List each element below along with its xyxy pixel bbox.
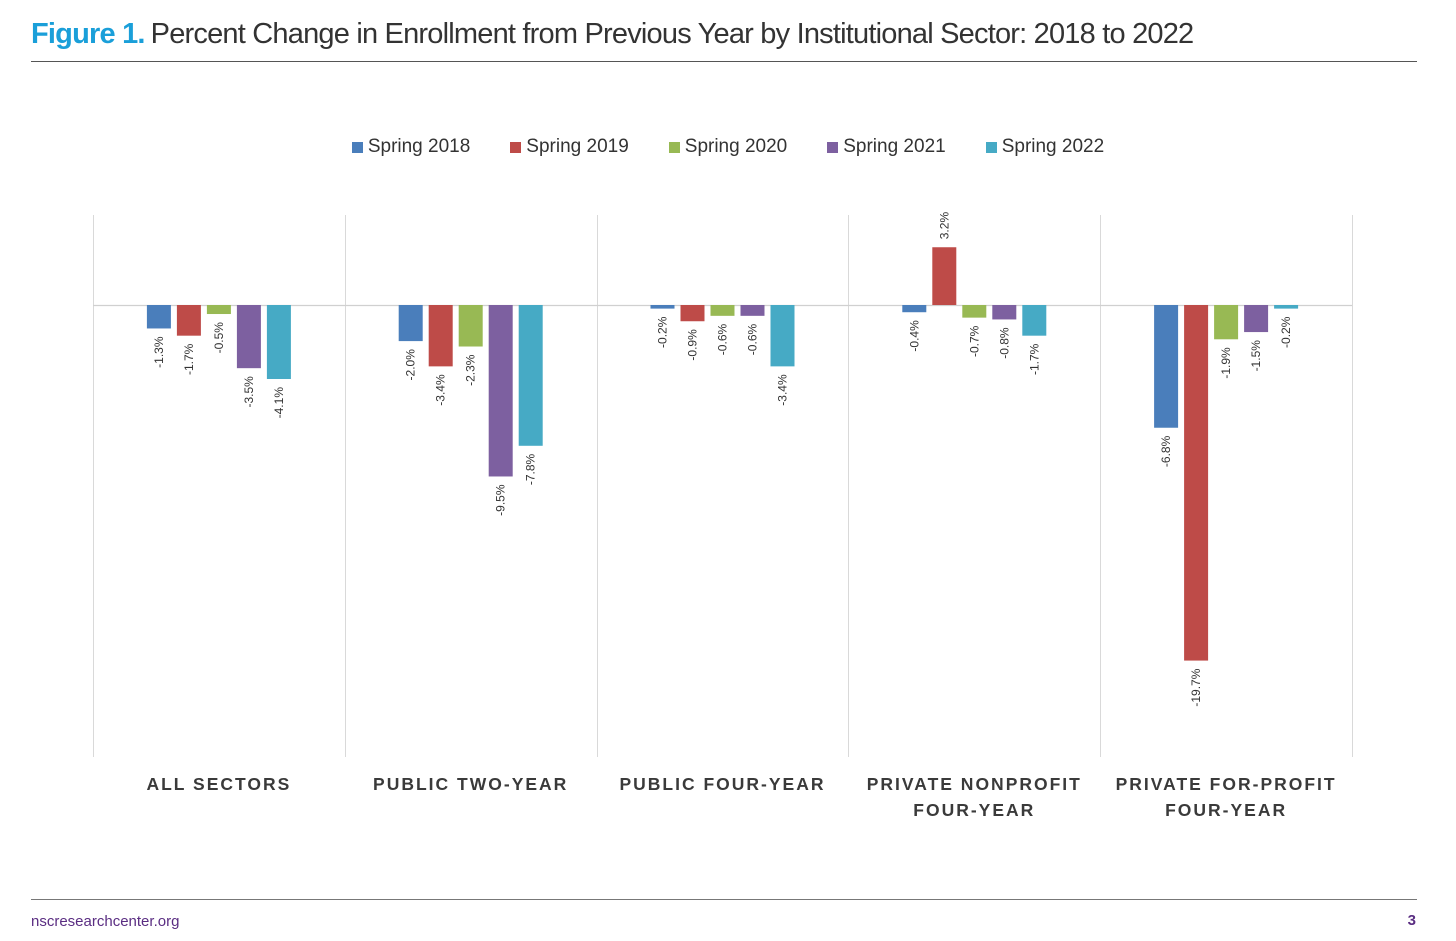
data-label-spring-2018-cat-0: -1.3% [152,336,166,368]
legend-item-spring-2019: Spring 2019 [510,136,629,158]
data-label-spring-2022-cat-1: -7.8% [524,453,538,485]
bar-spring-2022-cat-3 [1022,305,1047,336]
bar-spring-2020-cat-4 [1214,305,1239,340]
figure-title-text: Percent Change in Enrollment from Previo… [150,18,1195,50]
bar-spring-2019-cat-3 [932,247,957,305]
legend-swatch [510,141,522,153]
legend-swatch [985,141,997,153]
category-label-0: ALL SECTORS [93,771,345,797]
legend-label: Spring 2019 [526,136,629,157]
bar-spring-2018-cat-1 [398,305,423,342]
category-label-line: PUBLIC FOUR-YEAR [619,774,826,794]
legend-item-spring-2022: Spring 2022 [985,136,1105,158]
figure-number: Figure 1. [31,18,145,50]
bar-spring-2021-cat-2 [740,305,765,316]
data-label-spring-2022-cat-0: -4.1% [272,387,286,419]
category-label-3: PRIVATE NONPROFIT FOUR-YEAR [848,771,1100,823]
title-divider [31,61,1417,62]
bar-spring-2020-cat-2 [710,305,735,316]
data-label-spring-2020-cat-3: -0.7% [967,325,981,357]
bar-spring-2021-cat-3 [992,305,1017,320]
bar-spring-2022-cat-2 [770,305,795,367]
data-label-spring-2020-cat-1: -2.3% [464,354,478,386]
legend-item-spring-2021: Spring 2021 [827,136,946,158]
bar-spring-2019-cat-0 [176,305,201,336]
data-label-spring-2020-cat-2: -0.6% [716,324,730,356]
data-label-spring-2019-cat-1: -3.4% [434,374,448,406]
data-label-spring-2021-cat-4: -1.5% [1249,340,1263,372]
legend-label: Spring 2022 [1001,136,1105,157]
figure-title: Figure 1. Percent Change in Enrollment fr… [31,18,1195,51]
bar-spring-2018-cat-3 [902,305,927,313]
data-label-spring-2021-cat-3: -0.8% [997,327,1011,359]
data-label-spring-2019-cat-4: -19.7% [1189,668,1203,706]
data-label-spring-2018-cat-1: -2.0% [404,349,418,381]
bar-spring-2022-cat-4 [1274,305,1299,309]
bar-spring-2018-cat-2 [650,305,675,309]
legend-swatch [351,141,363,153]
category-label-4: PRIVATE FOR-PROFIT FOUR-YEAR [1100,771,1352,823]
bar-spring-2022-cat-0 [266,305,291,380]
bar-spring-2019-cat-4 [1184,305,1209,661]
data-label-spring-2021-cat-1: -9.5% [494,484,508,516]
bar-spring-2020-cat-1 [458,305,483,347]
data-label-spring-2022-cat-2: -3.4% [776,374,790,406]
data-label-spring-2022-cat-3: -1.7% [1027,343,1041,375]
data-label-spring-2018-cat-3: -0.4% [907,320,921,352]
legend-label: Spring 2021 [843,136,946,157]
bar-spring-2020-cat-0 [206,305,231,315]
data-label-spring-2018-cat-4: -6.8% [1159,435,1173,467]
footer-divider [31,899,1417,900]
bar-spring-2019-cat-2 [680,305,705,322]
data-label-spring-2021-cat-0: -3.5% [242,376,256,408]
legend-item-spring-2018: Spring 2018 [351,136,471,158]
legend-label: Spring 2018 [367,136,471,157]
legend-swatch [668,141,680,153]
category-label-2: PUBLIC FOUR-YEAR [597,771,849,797]
bar-spring-2018-cat-0 [146,305,171,329]
category-label-1: PUBLIC TWO-YEAR [345,771,597,797]
bar-spring-2018-cat-4 [1154,305,1179,428]
legend-label: Spring 2020 [684,136,788,157]
category-label-line: PRIVATE FOR-PROFIT [1115,774,1337,794]
data-label-spring-2022-cat-4: -0.2% [1279,316,1293,348]
bar-spring-2021-cat-1 [488,305,513,477]
bar-spring-2022-cat-1 [518,305,543,446]
data-label-spring-2020-cat-4: -1.9% [1219,347,1233,379]
bar-spring-2021-cat-4 [1244,305,1269,333]
page-number: 3 [1407,912,1416,929]
category-label-line: ALL SECTORS [146,774,292,794]
bar-spring-2021-cat-0 [236,305,261,369]
bar-spring-2019-cat-1 [428,305,453,367]
data-label-spring-2019-cat-3: 3.2% [937,212,951,240]
category-label-line: FOUR-YEAR [1165,800,1288,820]
category-label-line: PUBLIC TWO-YEAR [373,774,569,794]
category-label-line: FOUR-YEAR [913,800,1036,820]
chart-legend: Spring 2018 Spring 2019 Spring 2020 Spring … [0,136,1456,158]
data-label-spring-2019-cat-0: -1.7% [182,343,196,375]
data-label-spring-2018-cat-2: -0.2% [656,316,670,348]
legend-swatch [827,141,839,153]
bar-spring-2020-cat-3 [962,305,987,318]
data-label-spring-2020-cat-0: -0.5% [212,322,226,354]
footer-site-link[interactable]: nscresearchcenter.org [31,913,180,930]
category-label-line: PRIVATE NONPROFIT [866,774,1082,794]
data-label-spring-2019-cat-2: -0.9% [686,329,700,361]
legend-item-spring-2020: Spring 2020 [668,136,788,158]
data-label-spring-2021-cat-2: -0.6% [746,324,760,356]
